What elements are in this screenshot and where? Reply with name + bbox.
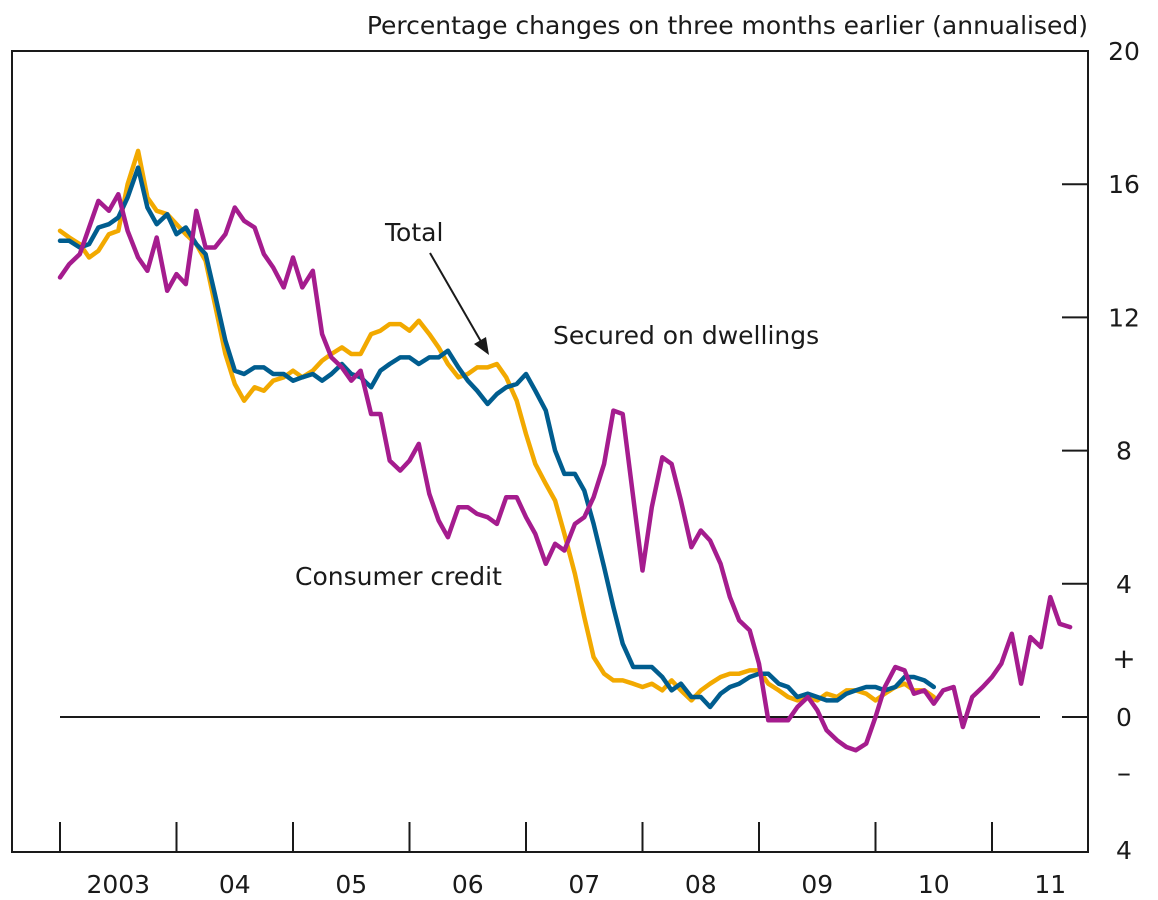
x-tick-label: 04 — [219, 870, 251, 899]
total-arrow-head — [474, 337, 489, 355]
x-tick-label: 10 — [918, 870, 950, 899]
y-tick-label: 4 — [1116, 570, 1132, 599]
y-tick-label: 16 — [1108, 170, 1140, 199]
x-tick-label: 11 — [1034, 870, 1066, 899]
series-line-total — [57, 165, 937, 710]
y-tick-label: 12 — [1108, 303, 1140, 332]
y-tick-label: 8 — [1116, 437, 1132, 466]
secured-annotation: Secured on dwellings — [553, 321, 819, 350]
x-tick-label: 2003 — [86, 870, 150, 899]
series-line-consumer-credit — [57, 191, 1073, 753]
y-tick-label: 0 — [1116, 703, 1132, 732]
total-annotation: Total — [384, 218, 443, 247]
y-axis: 20 16 12 8 4 0 4 — [1062, 37, 1140, 865]
chart-title: Percentage changes on three months earli… — [367, 11, 1088, 40]
x-axis: 2003 04 05 06 07 08 09 10 11 — [59, 822, 1066, 899]
minus-sign-label: – — [1117, 756, 1131, 789]
x-tick-label: 08 — [685, 870, 717, 899]
total-arrow-shaft — [429, 252, 484, 346]
y-tick-label: 4 — [1116, 836, 1132, 865]
y-tick-label: 20 — [1108, 37, 1140, 66]
consumer-annotation: Consumer credit — [295, 562, 502, 591]
x-tick-label: 06 — [452, 870, 484, 899]
x-tick-label: 09 — [801, 870, 833, 899]
plus-sign-label: + — [1112, 642, 1135, 675]
series-layer — [57, 148, 1073, 753]
x-tick-label: 07 — [568, 870, 600, 899]
x-tick-label: 05 — [335, 870, 367, 899]
plot-frame — [11, 50, 1089, 853]
